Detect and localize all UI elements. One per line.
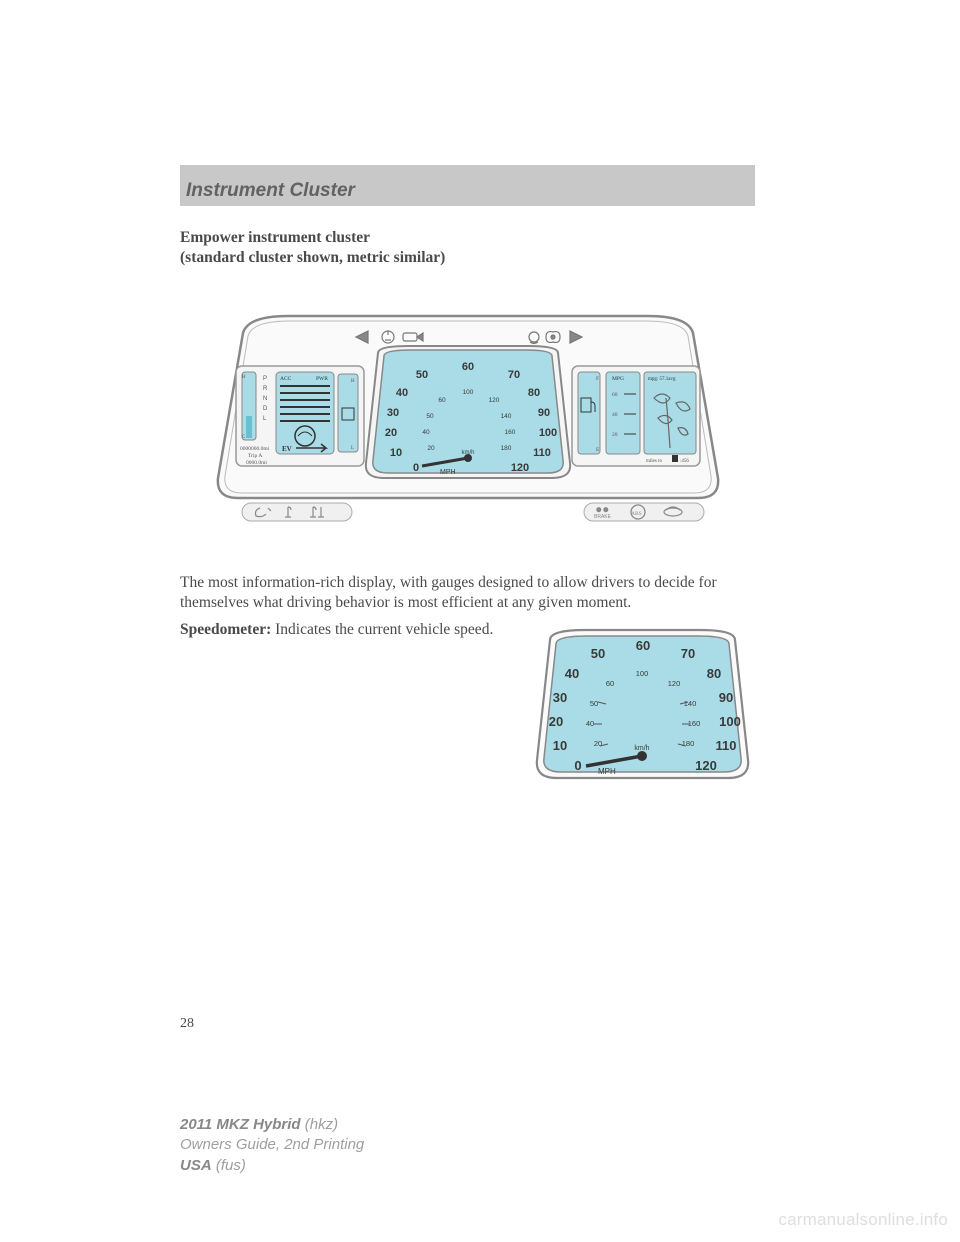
svg-text:0000000.0mi: 0000000.0mi (240, 446, 270, 452)
svg-text:PWR: PWR (316, 376, 328, 382)
svg-text:180: 180 (500, 445, 511, 452)
svg-text:0: 0 (574, 758, 581, 773)
svg-text:40: 40 (565, 666, 579, 681)
svg-text:N: N (263, 396, 267, 402)
instrument-cluster-diagram: 0 10 20 30 40 50 60 70 80 90 100 110 120… (208, 298, 728, 538)
svg-text:40: 40 (422, 429, 430, 436)
svg-text:90: 90 (719, 690, 733, 705)
watermark: carmanualsonline.info (778, 1210, 948, 1230)
svg-text:20: 20 (594, 739, 602, 748)
footer-model-rest: (hkz) (301, 1116, 339, 1133)
svg-text:F: F (596, 376, 599, 382)
svg-text:50: 50 (426, 413, 434, 420)
svg-text:60: 60 (612, 392, 618, 398)
svg-text:30: 30 (386, 407, 398, 419)
svg-text:R: R (263, 386, 268, 392)
footer: 2011 MKZ Hybrid (hkz) Owners Guide, 2nd … (180, 1115, 364, 1176)
svg-text:50: 50 (591, 646, 605, 661)
svg-text:80: 80 (707, 666, 721, 681)
svg-text:40: 40 (586, 719, 594, 728)
speedometer-rest: Indicates the current vehicle speed. (271, 621, 493, 638)
svg-text:30: 30 (553, 690, 567, 705)
svg-text:20: 20 (549, 714, 563, 729)
footer-model-bold: 2011 MKZ Hybrid (180, 1116, 301, 1133)
svg-text:110: 110 (533, 447, 551, 459)
page-number: 28 (180, 1016, 194, 1032)
svg-text:100: 100 (719, 714, 741, 729)
svg-text:EV: EV (282, 445, 292, 453)
svg-text:MPG: MPG (612, 376, 624, 382)
svg-text:mpg: 57.1avg: mpg: 57.1avg (648, 377, 676, 382)
svg-text:km/h: km/h (634, 745, 649, 752)
svg-text:70: 70 (507, 369, 519, 381)
svg-text:10: 10 (389, 447, 401, 459)
svg-text:120: 120 (695, 758, 717, 773)
svg-text:20: 20 (384, 427, 396, 439)
svg-text:60: 60 (606, 679, 614, 688)
svg-text:100: 100 (462, 389, 473, 396)
svg-text:90: 90 (537, 407, 549, 419)
svg-text:H: H (242, 375, 246, 380)
svg-text:P: P (263, 376, 267, 382)
footer-region-bold: USA (180, 1157, 212, 1174)
intro-line-1: Empower instrument cluster (180, 228, 755, 248)
svg-text:50: 50 (415, 369, 427, 381)
svg-text:50: 50 (590, 699, 598, 708)
svg-text:60: 60 (438, 397, 446, 404)
svg-text:120: 120 (510, 462, 528, 474)
svg-text:ACC: ACC (280, 376, 292, 382)
svg-text:140: 140 (684, 699, 697, 708)
svg-text:0000.0mi: 0000.0mi (246, 460, 267, 466)
svg-text::456: :456 (680, 459, 689, 464)
svg-text:100: 100 (636, 669, 649, 678)
svg-text:miles to: miles to (646, 459, 662, 464)
svg-text:20: 20 (612, 432, 618, 438)
svg-text:80: 80 (527, 387, 539, 399)
svg-text:160: 160 (504, 429, 515, 436)
speedometer-diagram: 0 10 20 30 40 50 60 70 80 90 100 110 120… (530, 620, 755, 790)
svg-text:BRAKE: BRAKE (594, 514, 612, 520)
svg-text:120: 120 (668, 679, 681, 688)
svg-text:60: 60 (461, 361, 473, 373)
svg-text:D: D (263, 406, 268, 412)
svg-text:100: 100 (538, 427, 556, 439)
footer-region-rest: (fus) (212, 1157, 246, 1174)
svg-text:MPH: MPH (440, 469, 456, 476)
svg-text:H: H (351, 379, 355, 384)
svg-text:140: 140 (500, 413, 511, 420)
svg-text:40: 40 (395, 387, 407, 399)
footer-guide: Owners Guide, 2nd Printing (180, 1135, 364, 1155)
svg-text:MPH: MPH (598, 767, 616, 776)
svg-text:60: 60 (636, 638, 650, 653)
svg-text:ABS: ABS (631, 511, 642, 517)
svg-text:20: 20 (427, 445, 435, 452)
speedometer-bold: Speedometer: (180, 621, 271, 638)
svg-text:70: 70 (681, 646, 695, 661)
section-header: Instrument Cluster (180, 165, 755, 206)
svg-text:L: L (351, 446, 354, 451)
cluster-description: The most information-rich display, with … (180, 573, 755, 613)
svg-text:120: 120 (488, 397, 499, 404)
svg-text:10: 10 (553, 738, 567, 753)
svg-text:40: 40 (612, 412, 618, 418)
svg-text:110: 110 (716, 738, 737, 753)
svg-text:Trip A: Trip A (248, 453, 262, 459)
svg-text:180: 180 (682, 739, 695, 748)
speedometer-text: Speedometer: Indicates the current vehic… (180, 620, 510, 640)
intro-line-2: (standard cluster shown, metric similar) (180, 248, 755, 268)
svg-text:⬤ ⬤: ⬤ ⬤ (596, 507, 609, 513)
section-title: Instrument Cluster (186, 180, 745, 202)
svg-text:0: 0 (412, 462, 418, 474)
